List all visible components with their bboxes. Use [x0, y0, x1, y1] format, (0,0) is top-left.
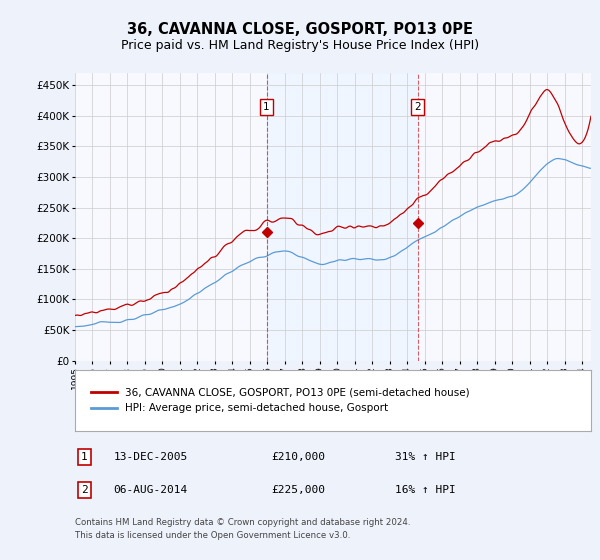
- Text: £225,000: £225,000: [271, 485, 325, 495]
- Text: 1: 1: [263, 102, 270, 113]
- Text: 1: 1: [81, 452, 88, 463]
- Text: 2: 2: [415, 102, 421, 113]
- Text: 13-DEC-2005: 13-DEC-2005: [114, 452, 188, 463]
- Text: 06-AUG-2014: 06-AUG-2014: [114, 485, 188, 495]
- Text: 2: 2: [81, 485, 88, 495]
- Bar: [266, 73, 418, 361]
- Text: Price paid vs. HM Land Registry's House Price Index (HPI): Price paid vs. HM Land Registry's House …: [121, 39, 479, 53]
- Legend: 36, CAVANNA CLOSE, GOSPORT, PO13 0PE (semi-detached house), HPI: Average price, : 36, CAVANNA CLOSE, GOSPORT, PO13 0PE (se…: [85, 382, 475, 418]
- Text: 36, CAVANNA CLOSE, GOSPORT, PO13 0PE: 36, CAVANNA CLOSE, GOSPORT, PO13 0PE: [127, 22, 473, 36]
- Text: 31% ↑ HPI: 31% ↑ HPI: [395, 452, 455, 463]
- Text: 16% ↑ HPI: 16% ↑ HPI: [395, 485, 455, 495]
- Text: £210,000: £210,000: [271, 452, 325, 463]
- Text: Contains HM Land Registry data © Crown copyright and database right 2024.
This d: Contains HM Land Registry data © Crown c…: [75, 518, 410, 540]
